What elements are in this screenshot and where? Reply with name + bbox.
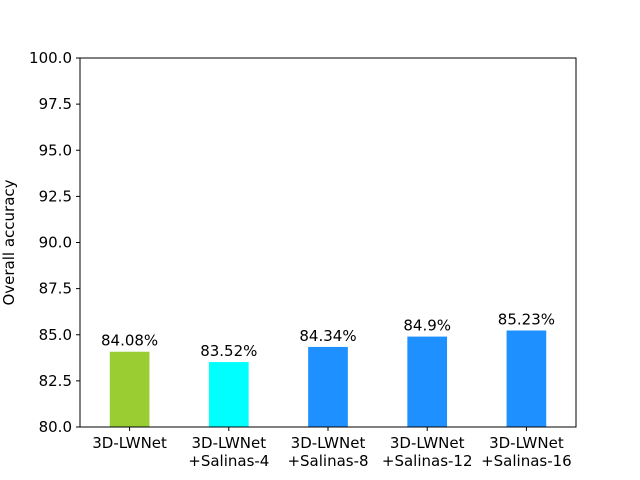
bar-value-label: 83.52% bbox=[200, 342, 257, 360]
x-tick-label-line: 3D-LWNet bbox=[92, 434, 167, 452]
y-tick-label: 80.0 bbox=[39, 418, 72, 436]
bar-value-label: 85.23% bbox=[498, 311, 555, 329]
x-tick-label: 3D-LWNet +Salinas-16 bbox=[481, 434, 572, 470]
x-tick-label-line: +Salinas-8 bbox=[287, 452, 368, 470]
bars-group bbox=[109, 330, 547, 427]
y-tick-label: 85.0 bbox=[39, 326, 72, 344]
x-tick-label: 3D-LWNet bbox=[92, 434, 167, 452]
x-tick-label: 3D-LWNet +Salinas-4 bbox=[188, 434, 269, 470]
y-axis-label: Overall accuracy bbox=[0, 179, 18, 305]
bar bbox=[109, 351, 150, 427]
y-tick-label: 100.0 bbox=[29, 49, 72, 67]
bar bbox=[308, 346, 348, 427]
bar bbox=[208, 362, 249, 427]
x-tick-label-line: 3D-LWNet bbox=[191, 434, 266, 452]
bar-value-label: 84.9% bbox=[403, 317, 451, 335]
x-tick-label-line: +Salinas-4 bbox=[188, 452, 269, 470]
bar-value-label: 84.34% bbox=[299, 327, 356, 345]
y-tick-label: 92.5 bbox=[39, 187, 72, 205]
y-tick-label: 95.0 bbox=[39, 141, 72, 159]
y-tick-label: 87.5 bbox=[39, 280, 72, 298]
x-tick-label: 3D-LWNet +Salinas-8 bbox=[287, 434, 368, 470]
x-tick-label-line: +Salinas-12 bbox=[382, 452, 473, 470]
y-axis: 80.0 82.5 85.0 87.5 90.0 92.5 95.0 97.5 100.0 bbox=[29, 49, 80, 436]
x-axis: 3D-LWNet 3D-LWNet +Salinas-43D-LWNet +Salin… bbox=[92, 427, 572, 470]
bar-value-label: 84.08% bbox=[101, 332, 158, 350]
bar-labels-group: 84.08% 83.52% 84.34% 84.9% 85.23% bbox=[101, 311, 555, 361]
bar bbox=[506, 330, 547, 427]
bar bbox=[407, 336, 448, 427]
x-tick-label-line: 3D-LWNet bbox=[390, 434, 465, 452]
x-tick-label-line: 3D-LWNet bbox=[291, 434, 366, 452]
x-tick-label-line: 3D-LWNet bbox=[489, 434, 564, 452]
y-tick-label: 82.5 bbox=[39, 372, 72, 390]
y-tick-label: 97.5 bbox=[39, 95, 72, 113]
y-tick-label: 90.0 bbox=[39, 234, 72, 252]
x-tick-label: 3D-LWNet +Salinas-12 bbox=[382, 434, 473, 470]
x-tick-label-line: +Salinas-16 bbox=[481, 452, 572, 470]
